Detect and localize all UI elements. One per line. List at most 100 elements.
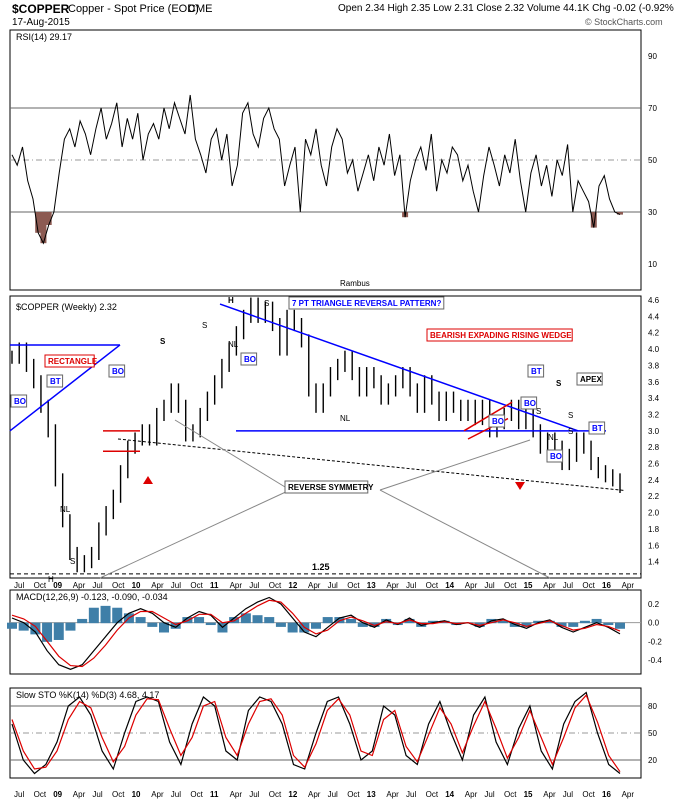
annotation: S [160, 337, 166, 346]
x-tick-label: Jul [92, 790, 102, 799]
rsi-title: RSI(14) 29.17 [16, 32, 72, 42]
annotation-text: S [160, 337, 166, 346]
macd-histogram-bar [521, 622, 532, 627]
x-tick-label: Jul [14, 581, 24, 590]
x-tick-label: Apr [465, 790, 478, 799]
y-tick-label: 3.0 [648, 427, 660, 436]
y-tick-label: 3.2 [648, 410, 660, 419]
macd-histogram-bar [556, 622, 567, 627]
annotation-text: S [70, 557, 75, 566]
annotation-box [240, 352, 258, 366]
annotation-text: APEX [580, 375, 602, 384]
macd-histogram-bar [369, 622, 380, 627]
y-tick-label: 80 [648, 702, 657, 711]
x-tick-label: Oct [426, 581, 439, 590]
x-tick-label: Oct [269, 790, 282, 799]
x-tick-label: Jul [249, 790, 259, 799]
x-axis: Jul Oct 09 Apr Jul Oct 10 Apr Jul Oct 11 Apr Jul Oct 1… [14, 581, 634, 799]
x-tick-label: Oct [582, 581, 595, 590]
macd-histogram-bar [346, 618, 357, 624]
x-tick-label: 16 [602, 581, 611, 590]
annotation: BEARISH EXPADING RISING WEDGE [426, 328, 573, 342]
macd-panel: MACD(12,26,9) -0.123, -0.090, -0.034 -0.4… [7, 592, 662, 670]
x-tick-label: Oct [190, 581, 203, 590]
annotation-text: BO [550, 452, 562, 461]
annotation: Rambus [340, 279, 370, 288]
annotation: S [264, 299, 269, 308]
instrument-name: Copper - Spot Price (EOD) [68, 3, 199, 15]
annotation-text: Rambus [340, 279, 370, 288]
macd-histogram-bar [240, 613, 251, 624]
annotation: REVERSE SYMMETRY [284, 480, 374, 494]
annotation-text: S [536, 407, 541, 416]
x-tick-label: Jul [14, 790, 24, 799]
rsi-oversold-fill [45, 212, 52, 225]
y-tick-label: 2.8 [648, 443, 660, 452]
annotation-text: S [264, 299, 269, 308]
macd-histogram-bar [7, 622, 17, 629]
price-panel-frame [9, 295, 642, 579]
y-tick-label: 4.0 [648, 345, 660, 354]
panel-frames [9, 29, 642, 779]
macd-histogram-bar [603, 622, 614, 626]
y-tick-label: 2.0 [648, 509, 660, 518]
x-tick-label: 15 [524, 790, 533, 799]
annotation-text: BT [592, 424, 603, 433]
macd-histogram-bar [579, 620, 590, 624]
x-tick-label: Jul [484, 790, 494, 799]
annotation-box [546, 449, 564, 463]
y-tick-label: 4.6 [648, 296, 660, 305]
annotation-text: BO [112, 367, 124, 376]
macd-histogram-bar [53, 622, 64, 640]
annotation: S [568, 427, 573, 436]
annotation-text: S [202, 321, 207, 330]
y-tick-label: 1.6 [648, 541, 660, 550]
x-tick-label: Jul [328, 790, 338, 799]
x-tick-label: 16 [602, 790, 611, 799]
macd-histogram-bar [498, 620, 509, 624]
annotation: BO [10, 394, 28, 408]
macd-histogram-bar [322, 617, 333, 624]
macd-histogram-bar [112, 607, 123, 624]
x-tick-label: Jul [563, 581, 573, 590]
annotation-text: REVERSE SYMMETRY [288, 483, 374, 492]
annotation: S [568, 411, 573, 420]
annotation-box [108, 364, 126, 378]
down-arrow-icon [515, 482, 525, 490]
y-tick-label: 90 [648, 52, 657, 61]
level-label: 1.25 [312, 562, 330, 572]
x-tick-label: Jul [563, 790, 573, 799]
x-tick-label: Jul [406, 581, 416, 590]
x-tick-label: Apr [308, 790, 321, 799]
x-tick-label: Oct [504, 790, 517, 799]
macd-histogram-bar [591, 618, 602, 624]
macd-title: MACD(12,26,9) -0.123, -0.090, -0.034 [16, 592, 168, 602]
x-tick-label: Apr [308, 581, 321, 590]
rsi-oversold-fill [40, 212, 47, 244]
macd-histogram-bar [194, 617, 205, 624]
wedge-line [463, 401, 513, 432]
annotation-text: RECTANGLE [48, 357, 98, 366]
annotation: NL [548, 433, 559, 442]
y-tick-label: 50 [648, 729, 657, 738]
x-tick-label: Apr [622, 790, 635, 799]
y-tick-label: 2.6 [648, 460, 660, 469]
annotation-box [488, 414, 506, 428]
y-tick-label: 0.2 [648, 600, 660, 609]
annotation-text: BO [524, 399, 536, 408]
x-tick-label: Oct [112, 790, 125, 799]
macd-histogram-bar [264, 617, 275, 624]
macd-histogram-bar [544, 620, 555, 624]
annotation: BO [108, 364, 126, 378]
macd-histogram-bar [381, 618, 392, 624]
sto-k-line [11, 691, 621, 775]
sto-title: Slow STO %K(14) %D(3) 4.68, 4.17 [16, 690, 159, 700]
x-tick-label: Jul [484, 581, 494, 590]
y-tick-label: 50 [648, 156, 657, 165]
annotation: NL [60, 505, 71, 514]
y-tick-label: 4.4 [648, 312, 660, 321]
annotation-box [46, 374, 64, 388]
y-tick-label: 3.6 [648, 378, 660, 387]
macd-histogram-bar [416, 622, 427, 627]
